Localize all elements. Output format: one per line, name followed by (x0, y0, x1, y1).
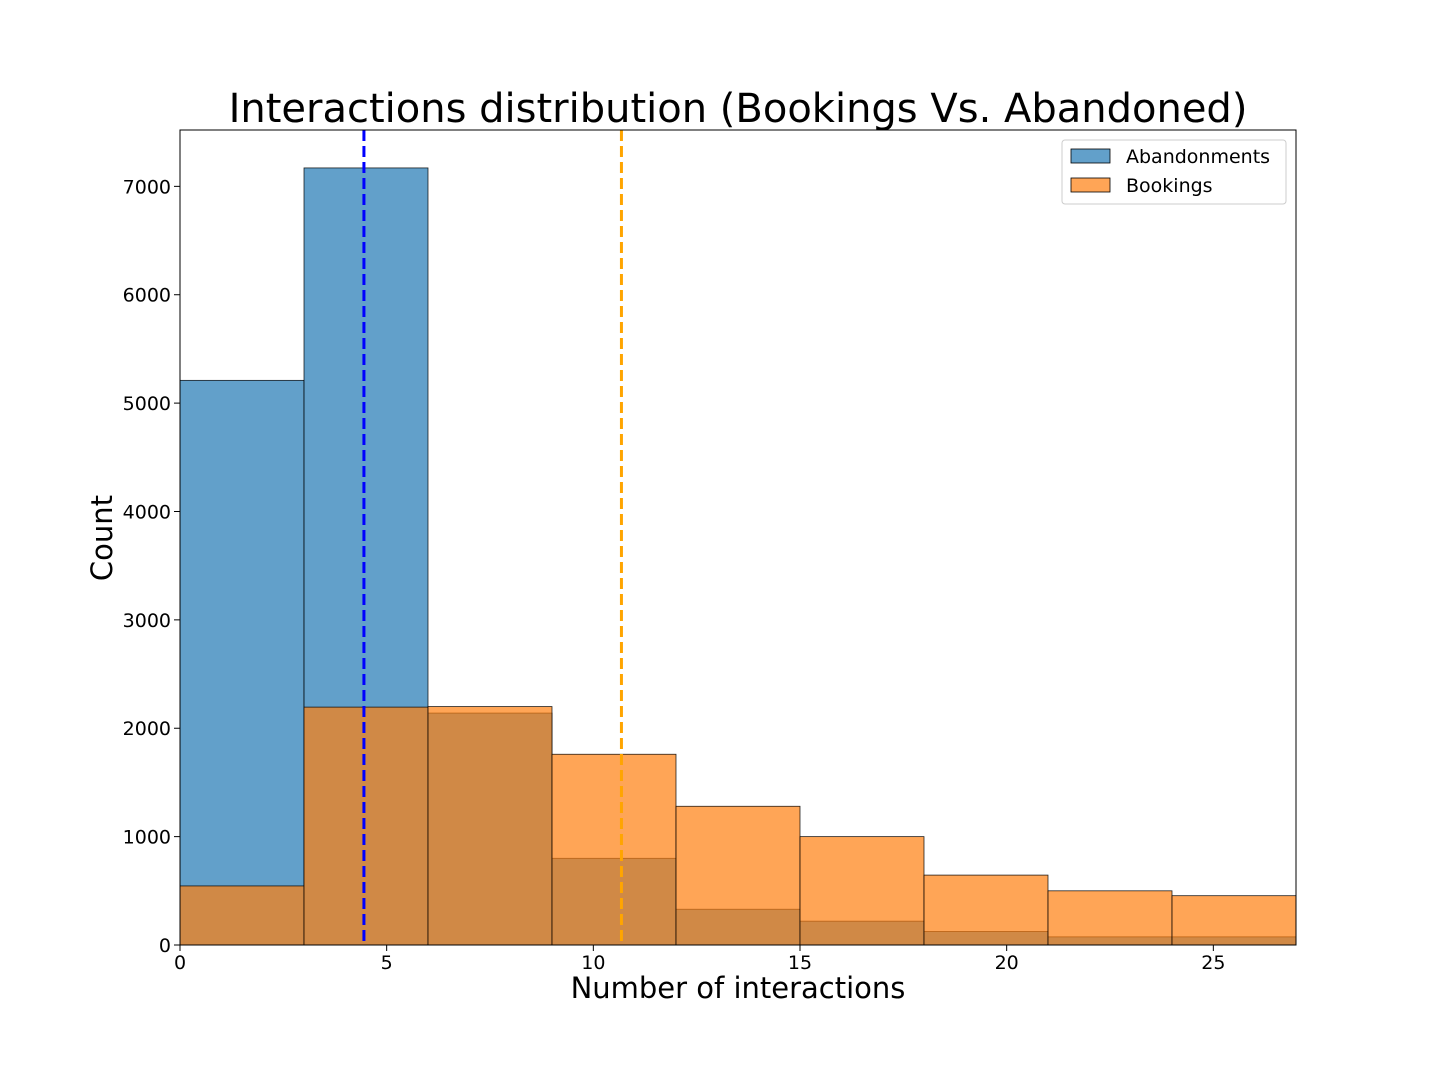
x-axis: 0 5 10 15 20 25 (174, 945, 1225, 974)
legend: Abandonments Bookings (1061, 139, 1287, 205)
bar-abandonments-0 (179, 379, 305, 946)
legend-swatch-1 (1070, 177, 1111, 193)
bar-bookings-6 (923, 874, 1049, 946)
y-tick-label-4: 4000 (123, 501, 171, 523)
bar-bookings-0 (179, 885, 305, 946)
y-axis-label: Count (85, 495, 119, 581)
reference-lines-layer (362, 130, 623, 945)
bar-bookings-1 (303, 706, 429, 946)
x-tick-label-3: 15 (788, 952, 812, 974)
plot-frame (179, 129, 1297, 946)
legend-box (1061, 139, 1287, 205)
bar-bookings-2 (427, 706, 553, 946)
legend-swatch-0 (1070, 148, 1111, 164)
y-tick-label-7: 7000 (123, 176, 171, 198)
x-tick-label-2: 10 (581, 952, 605, 974)
legend-label-1: Bookings (1126, 175, 1213, 197)
y-tick-label-5: 5000 (123, 393, 171, 415)
x-tick-label-5: 25 (1201, 952, 1225, 974)
bar-bookings-8 (1171, 895, 1297, 946)
x-tick-label-4: 20 (995, 952, 1019, 974)
x-tick-label-1: 5 (381, 952, 393, 974)
x-axis-label: Number of interactions (571, 971, 906, 1005)
y-tick-label-0: 0 (159, 935, 171, 957)
bar-bookings-5 (799, 836, 925, 946)
bar-bookings-4 (675, 805, 801, 946)
bar-bookings-3 (551, 753, 677, 946)
y-axis: 0 1000 2000 3000 4000 5000 6000 7000 (123, 176, 180, 957)
series-bookings (179, 706, 1297, 946)
x-tick-label-0: 0 (174, 952, 186, 974)
chart-title: Interactions distribution (Bookings Vs. … (229, 86, 1248, 132)
y-tick-label-1: 1000 (123, 827, 171, 849)
legend-label-0: Abandonments (1126, 146, 1270, 168)
bars-layer (179, 167, 1297, 946)
bar-bookings-7 (1047, 890, 1173, 946)
y-tick-label-2: 2000 (123, 718, 171, 740)
y-tick-label-6: 6000 (123, 285, 171, 307)
y-tick-label-3: 3000 (123, 610, 171, 632)
plot-area (179, 129, 1297, 946)
